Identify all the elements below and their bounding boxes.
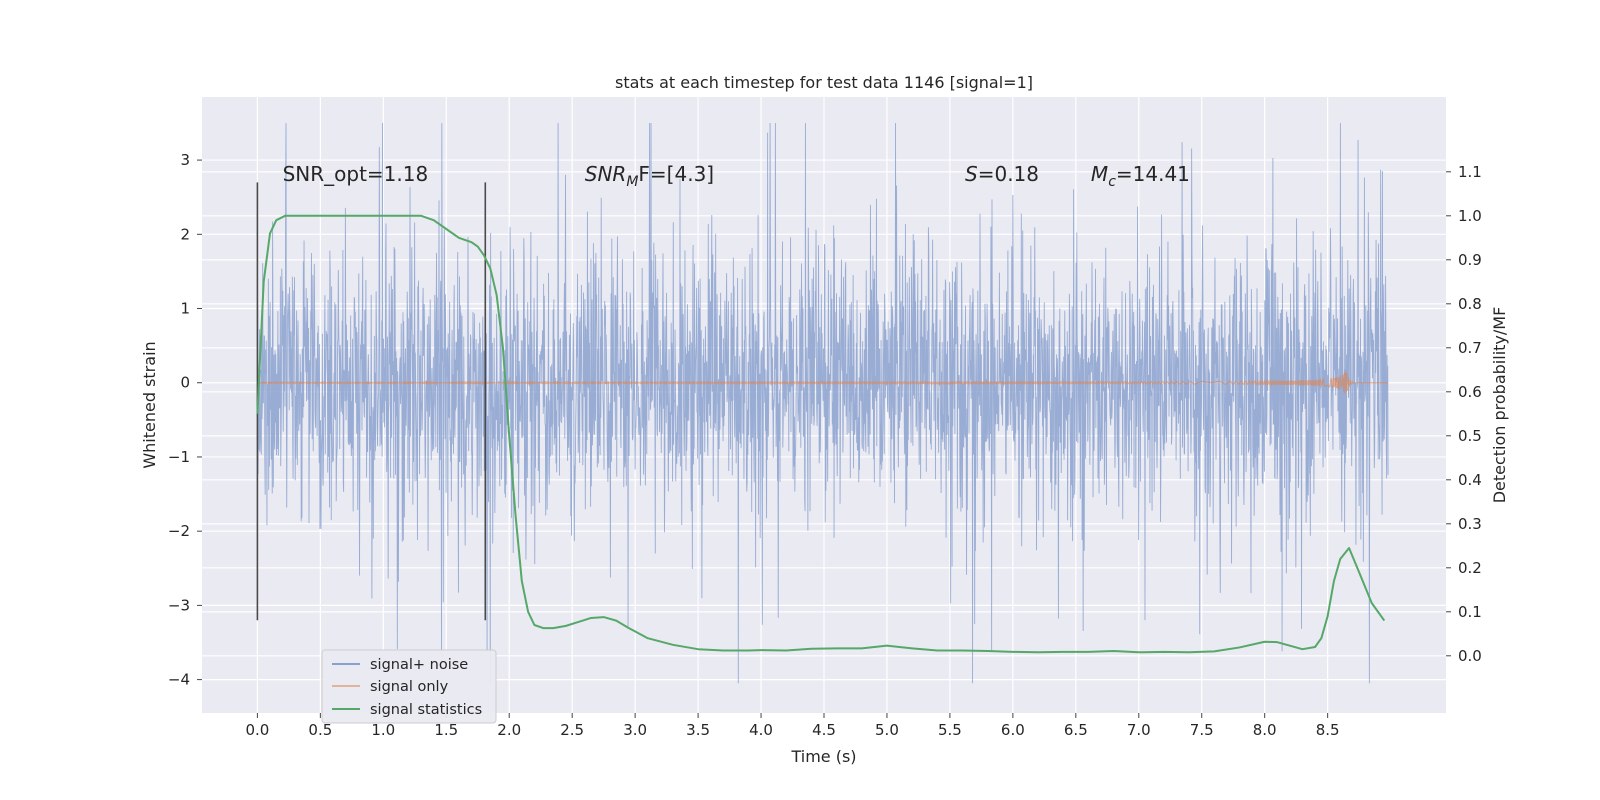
annotation-snr-mf: SNRMF=[4.3]	[585, 162, 714, 190]
annotation-snr-opt: SNR_opt=1.18	[283, 162, 429, 186]
y2-tick-label: 0.7	[1458, 339, 1482, 357]
y2-tick-label: 0.9	[1458, 251, 1482, 269]
y-tick-label: 2	[180, 225, 190, 243]
legend-frame	[321, 649, 497, 724]
y2-tick-label: 0.8	[1458, 295, 1482, 313]
x-tick-label: 6.0	[1001, 721, 1025, 739]
legend-label-signal: signal only	[370, 679, 449, 695]
annotations: SNR_opt=1.18 SNRMF=[4.3] S=0.18 Mc=14.41	[283, 162, 1190, 190]
series-signal-only	[256, 370, 1389, 394]
y2-tick-label: 0.4	[1458, 471, 1482, 489]
y-tick-label: −3	[168, 596, 190, 614]
y2-tick-label: 0.5	[1458, 427, 1482, 445]
y-tick-label: −4	[168, 671, 190, 689]
y-axis-label: Whitened strain	[140, 341, 159, 468]
x-tick-label: 8.0	[1253, 721, 1277, 739]
y-tick-label: 0	[180, 374, 190, 392]
signal-trace	[256, 370, 1389, 394]
x-tick-label: 4.5	[812, 721, 836, 739]
series-signal-statistics	[256, 214, 1386, 654]
x-tick-label: 2.0	[497, 721, 521, 739]
annotation-spin: S=0.18	[965, 162, 1039, 186]
y-tick-label: −2	[168, 522, 190, 540]
x-tick-label: 0.5	[308, 721, 332, 739]
x-tick-label: 8.5	[1316, 721, 1340, 739]
y-tick-label: 3	[180, 151, 190, 169]
y2-tick-label: 0.1	[1458, 603, 1482, 621]
y2-tick-label: 0.2	[1458, 559, 1482, 577]
y2-tick-label: 0.0	[1458, 647, 1482, 665]
x-tick-label: 6.5	[1064, 721, 1088, 739]
x-tick-label: 4.0	[749, 721, 773, 739]
legend-label-noise: signal+ noise	[370, 657, 468, 673]
x-tick-label: 0.0	[245, 721, 269, 739]
y2-tick-label: 0.6	[1458, 383, 1482, 401]
x-tick-label: 3.0	[623, 721, 647, 739]
legend-label-stats: signal statistics	[370, 702, 482, 718]
legend: signal+ noise signal only signal statist…	[321, 649, 497, 724]
y2-tick-label: 1.0	[1458, 207, 1482, 225]
stats-line	[256, 214, 1386, 654]
x-tick-label: 5.5	[938, 721, 962, 739]
x-tick-label: 1.5	[434, 721, 458, 739]
y2-axis-label: Detection probability/MF	[1490, 307, 1509, 504]
x-tick-label: 3.5	[686, 721, 710, 739]
x-tick-label: 1.0	[371, 721, 395, 739]
x-tick-labels: 0.0 0.5 1.0 1.5 2.0 2.5 3.0 3.5 4.0 4.5 5.0 5.5 6.0 6…	[245, 713, 1340, 739]
y2-tick-label: 1.1	[1458, 163, 1482, 181]
x-tick-label: 5.0	[875, 721, 899, 739]
chart-title: stats at each timestep for test data 114…	[615, 73, 1033, 92]
y-tick-label: 1	[180, 300, 190, 318]
y2-tick-labels: 1.1 1.0 0.9 0.8 0.7 0.6 0.5 0.4 0.3 0.2 0.1 0.0	[1446, 163, 1482, 665]
y-tick-label: −1	[168, 448, 190, 466]
x-axis-label: Time (s)	[790, 747, 856, 766]
y-tick-labels: 3 2 1 0 −1 −2 −3 −4	[168, 151, 202, 689]
y2-tick-label: 0.3	[1458, 515, 1482, 533]
x-tick-label: 2.5	[560, 721, 584, 739]
annotation-chirp-mass: Mc=14.41	[1091, 162, 1190, 190]
x-tick-label: 7.5	[1190, 721, 1214, 739]
x-tick-label: 7.0	[1127, 721, 1151, 739]
